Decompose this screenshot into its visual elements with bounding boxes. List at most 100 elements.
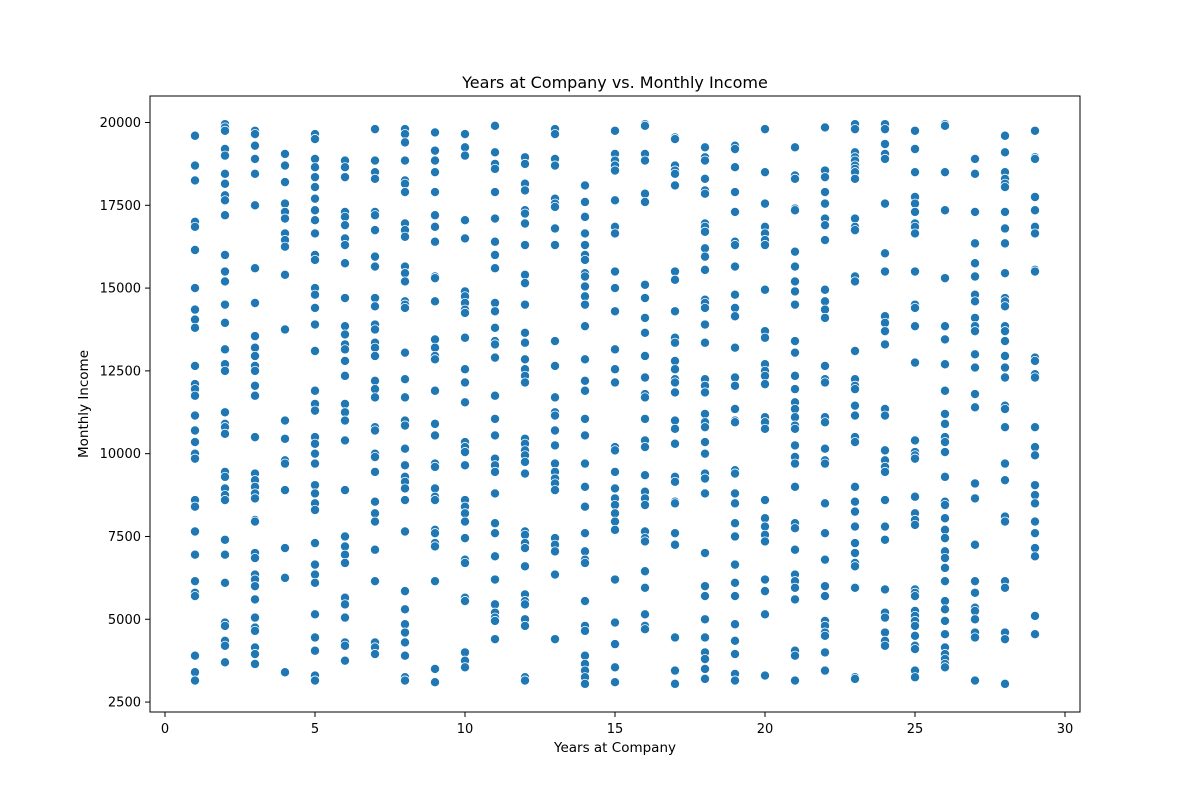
data-point xyxy=(190,668,199,677)
data-point xyxy=(940,605,949,614)
data-point xyxy=(790,174,799,183)
data-point xyxy=(790,651,799,660)
data-point xyxy=(700,227,709,236)
data-point xyxy=(220,267,229,276)
data-point xyxy=(880,535,889,544)
data-point xyxy=(190,161,199,170)
data-point xyxy=(790,371,799,380)
data-point xyxy=(970,350,979,359)
data-point xyxy=(700,474,709,483)
chart-title: Years at Company vs. Monthly Income xyxy=(461,73,768,92)
data-point xyxy=(820,297,829,306)
data-point xyxy=(970,615,979,624)
data-point xyxy=(190,361,199,370)
data-point xyxy=(970,239,979,248)
data-point xyxy=(790,459,799,468)
data-point xyxy=(790,287,799,296)
data-point xyxy=(220,318,229,327)
data-point xyxy=(220,179,229,188)
data-point xyxy=(340,436,349,445)
x-tick-label: 10 xyxy=(457,722,474,737)
data-point xyxy=(400,651,409,660)
data-point xyxy=(520,270,529,279)
data-point xyxy=(280,543,289,552)
data-point xyxy=(460,129,469,138)
y-tick-label: 10000 xyxy=(100,447,141,462)
data-point xyxy=(730,343,739,352)
data-point xyxy=(580,212,589,221)
data-point xyxy=(190,502,199,511)
data-point xyxy=(220,472,229,481)
data-point xyxy=(580,502,589,511)
data-point xyxy=(700,338,709,347)
data-point xyxy=(520,240,529,249)
data-point xyxy=(640,121,649,130)
data-point xyxy=(880,467,889,476)
data-point xyxy=(730,499,739,508)
data-point xyxy=(940,121,949,130)
data-point xyxy=(910,126,919,135)
data-point xyxy=(640,156,649,165)
data-point xyxy=(310,505,319,514)
data-point xyxy=(490,414,499,423)
data-point xyxy=(610,229,619,238)
data-point xyxy=(610,166,619,175)
data-point xyxy=(940,447,949,456)
data-point xyxy=(1030,206,1039,215)
data-point xyxy=(850,437,859,446)
data-point xyxy=(490,214,499,223)
data-point xyxy=(1000,336,1009,345)
data-point xyxy=(370,385,379,394)
data-point xyxy=(190,550,199,559)
data-point xyxy=(190,577,199,586)
data-point xyxy=(460,216,469,225)
data-point xyxy=(250,264,259,273)
data-point xyxy=(430,577,439,586)
data-point xyxy=(910,207,919,216)
data-point xyxy=(910,492,919,501)
data-point xyxy=(280,668,289,677)
data-point xyxy=(880,495,889,504)
data-point xyxy=(190,676,199,685)
data-point xyxy=(400,605,409,614)
data-point xyxy=(310,255,319,264)
data-point xyxy=(790,404,799,413)
data-point xyxy=(550,635,559,644)
data-point xyxy=(880,628,889,637)
data-point xyxy=(730,144,739,153)
data-point xyxy=(790,277,799,286)
data-point xyxy=(280,573,289,582)
data-point xyxy=(1030,552,1039,561)
data-point xyxy=(1030,529,1039,538)
data-point xyxy=(490,121,499,130)
data-point xyxy=(970,207,979,216)
data-point xyxy=(730,262,739,271)
data-point xyxy=(340,532,349,541)
data-point xyxy=(550,224,559,233)
data-point xyxy=(580,679,589,688)
data-point xyxy=(460,461,469,470)
data-point xyxy=(190,245,199,254)
data-point xyxy=(460,534,469,543)
data-point xyxy=(790,247,799,256)
data-point xyxy=(640,500,649,509)
data-point xyxy=(310,346,319,355)
data-point xyxy=(370,426,379,435)
data-point xyxy=(940,534,949,543)
data-point xyxy=(490,519,499,528)
data-point xyxy=(610,196,619,205)
data-point xyxy=(340,212,349,221)
x-tick-label: 25 xyxy=(907,722,924,737)
data-point xyxy=(370,293,379,302)
data-point xyxy=(760,575,769,584)
x-tick-label: 30 xyxy=(1057,722,1074,737)
data-point xyxy=(520,219,529,228)
data-point xyxy=(670,416,679,425)
data-point xyxy=(610,517,619,526)
data-point xyxy=(1000,476,1009,485)
data-point xyxy=(190,283,199,292)
data-point xyxy=(850,174,859,183)
data-point xyxy=(970,389,979,398)
data-point xyxy=(310,481,319,490)
data-point xyxy=(400,179,409,188)
